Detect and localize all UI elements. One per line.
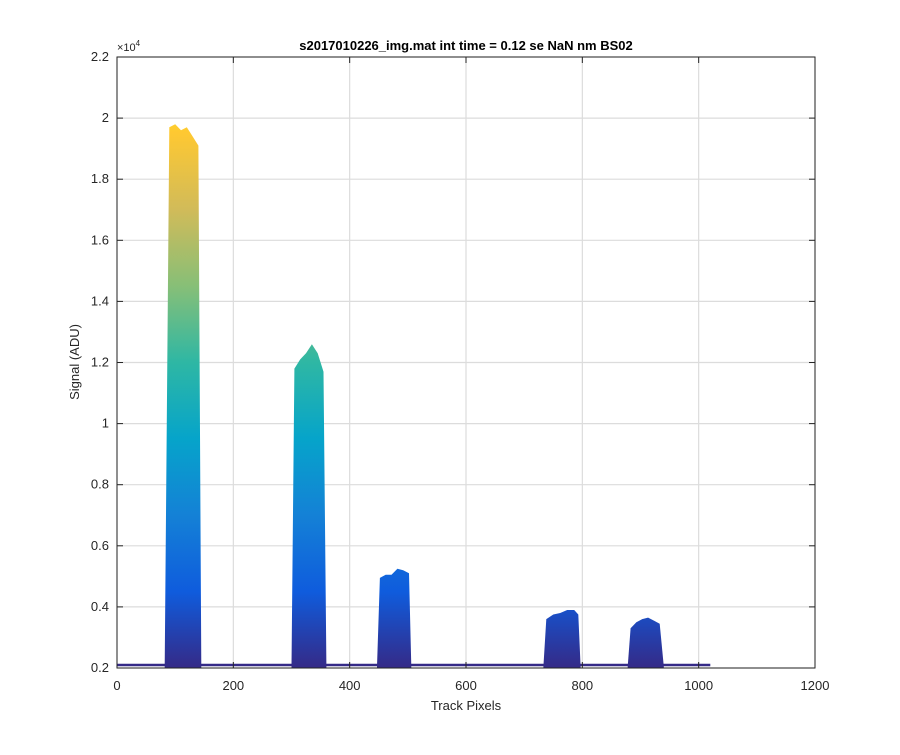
y-tick-label: 2 bbox=[102, 110, 109, 125]
chart-title: s2017010226_img.mat int time = 0.12 se N… bbox=[299, 38, 633, 53]
signal-peak-3 bbox=[377, 568, 412, 668]
y-tick-label: 1 bbox=[102, 416, 109, 431]
y-tick-label: 0.8 bbox=[91, 477, 109, 492]
x-tick-label: 1000 bbox=[684, 678, 713, 693]
y-exponent-base: ×10 bbox=[117, 42, 136, 54]
signal-peak-1 bbox=[164, 124, 202, 668]
signal-peak-4 bbox=[543, 610, 581, 668]
y-exponent-power: 4 bbox=[136, 39, 141, 48]
x-axis-label: Track Pixels bbox=[431, 698, 502, 713]
x-tick-label: 600 bbox=[455, 678, 477, 693]
y-tick-label: 1.6 bbox=[91, 232, 109, 247]
x-tick-label: 200 bbox=[222, 678, 244, 693]
signal-peak-2 bbox=[291, 344, 327, 668]
y-tick-label: 0.4 bbox=[91, 599, 109, 614]
y-tick-label: 0.6 bbox=[91, 538, 109, 553]
y-tick-label: 1.4 bbox=[91, 293, 109, 308]
x-tick-label: 1200 bbox=[801, 678, 830, 693]
y-tick-label: 2.2 bbox=[91, 49, 109, 64]
data-layer bbox=[117, 124, 711, 668]
signal-peak-5 bbox=[627, 617, 664, 668]
y-tick-label: 1.8 bbox=[91, 171, 109, 186]
x-tick-label: 800 bbox=[571, 678, 593, 693]
x-tick-label: 400 bbox=[339, 678, 361, 693]
y-axis-label: Signal (ADU) bbox=[67, 324, 82, 400]
x-tick-label: 0 bbox=[113, 678, 120, 693]
y-tick-labels: 0.2 0.4 0.6 0.8 1 1.2 1.4 1.6 1.8 2 2.2 bbox=[91, 49, 109, 675]
tick-marks bbox=[116, 56, 816, 669]
y-tick-label: 1.2 bbox=[91, 355, 109, 370]
x-tick-labels: 0 200 400 600 800 1000 1200 bbox=[113, 678, 829, 693]
y-tick-label: 0.2 bbox=[91, 660, 109, 675]
y-exponent-label: ×104 bbox=[117, 39, 141, 54]
